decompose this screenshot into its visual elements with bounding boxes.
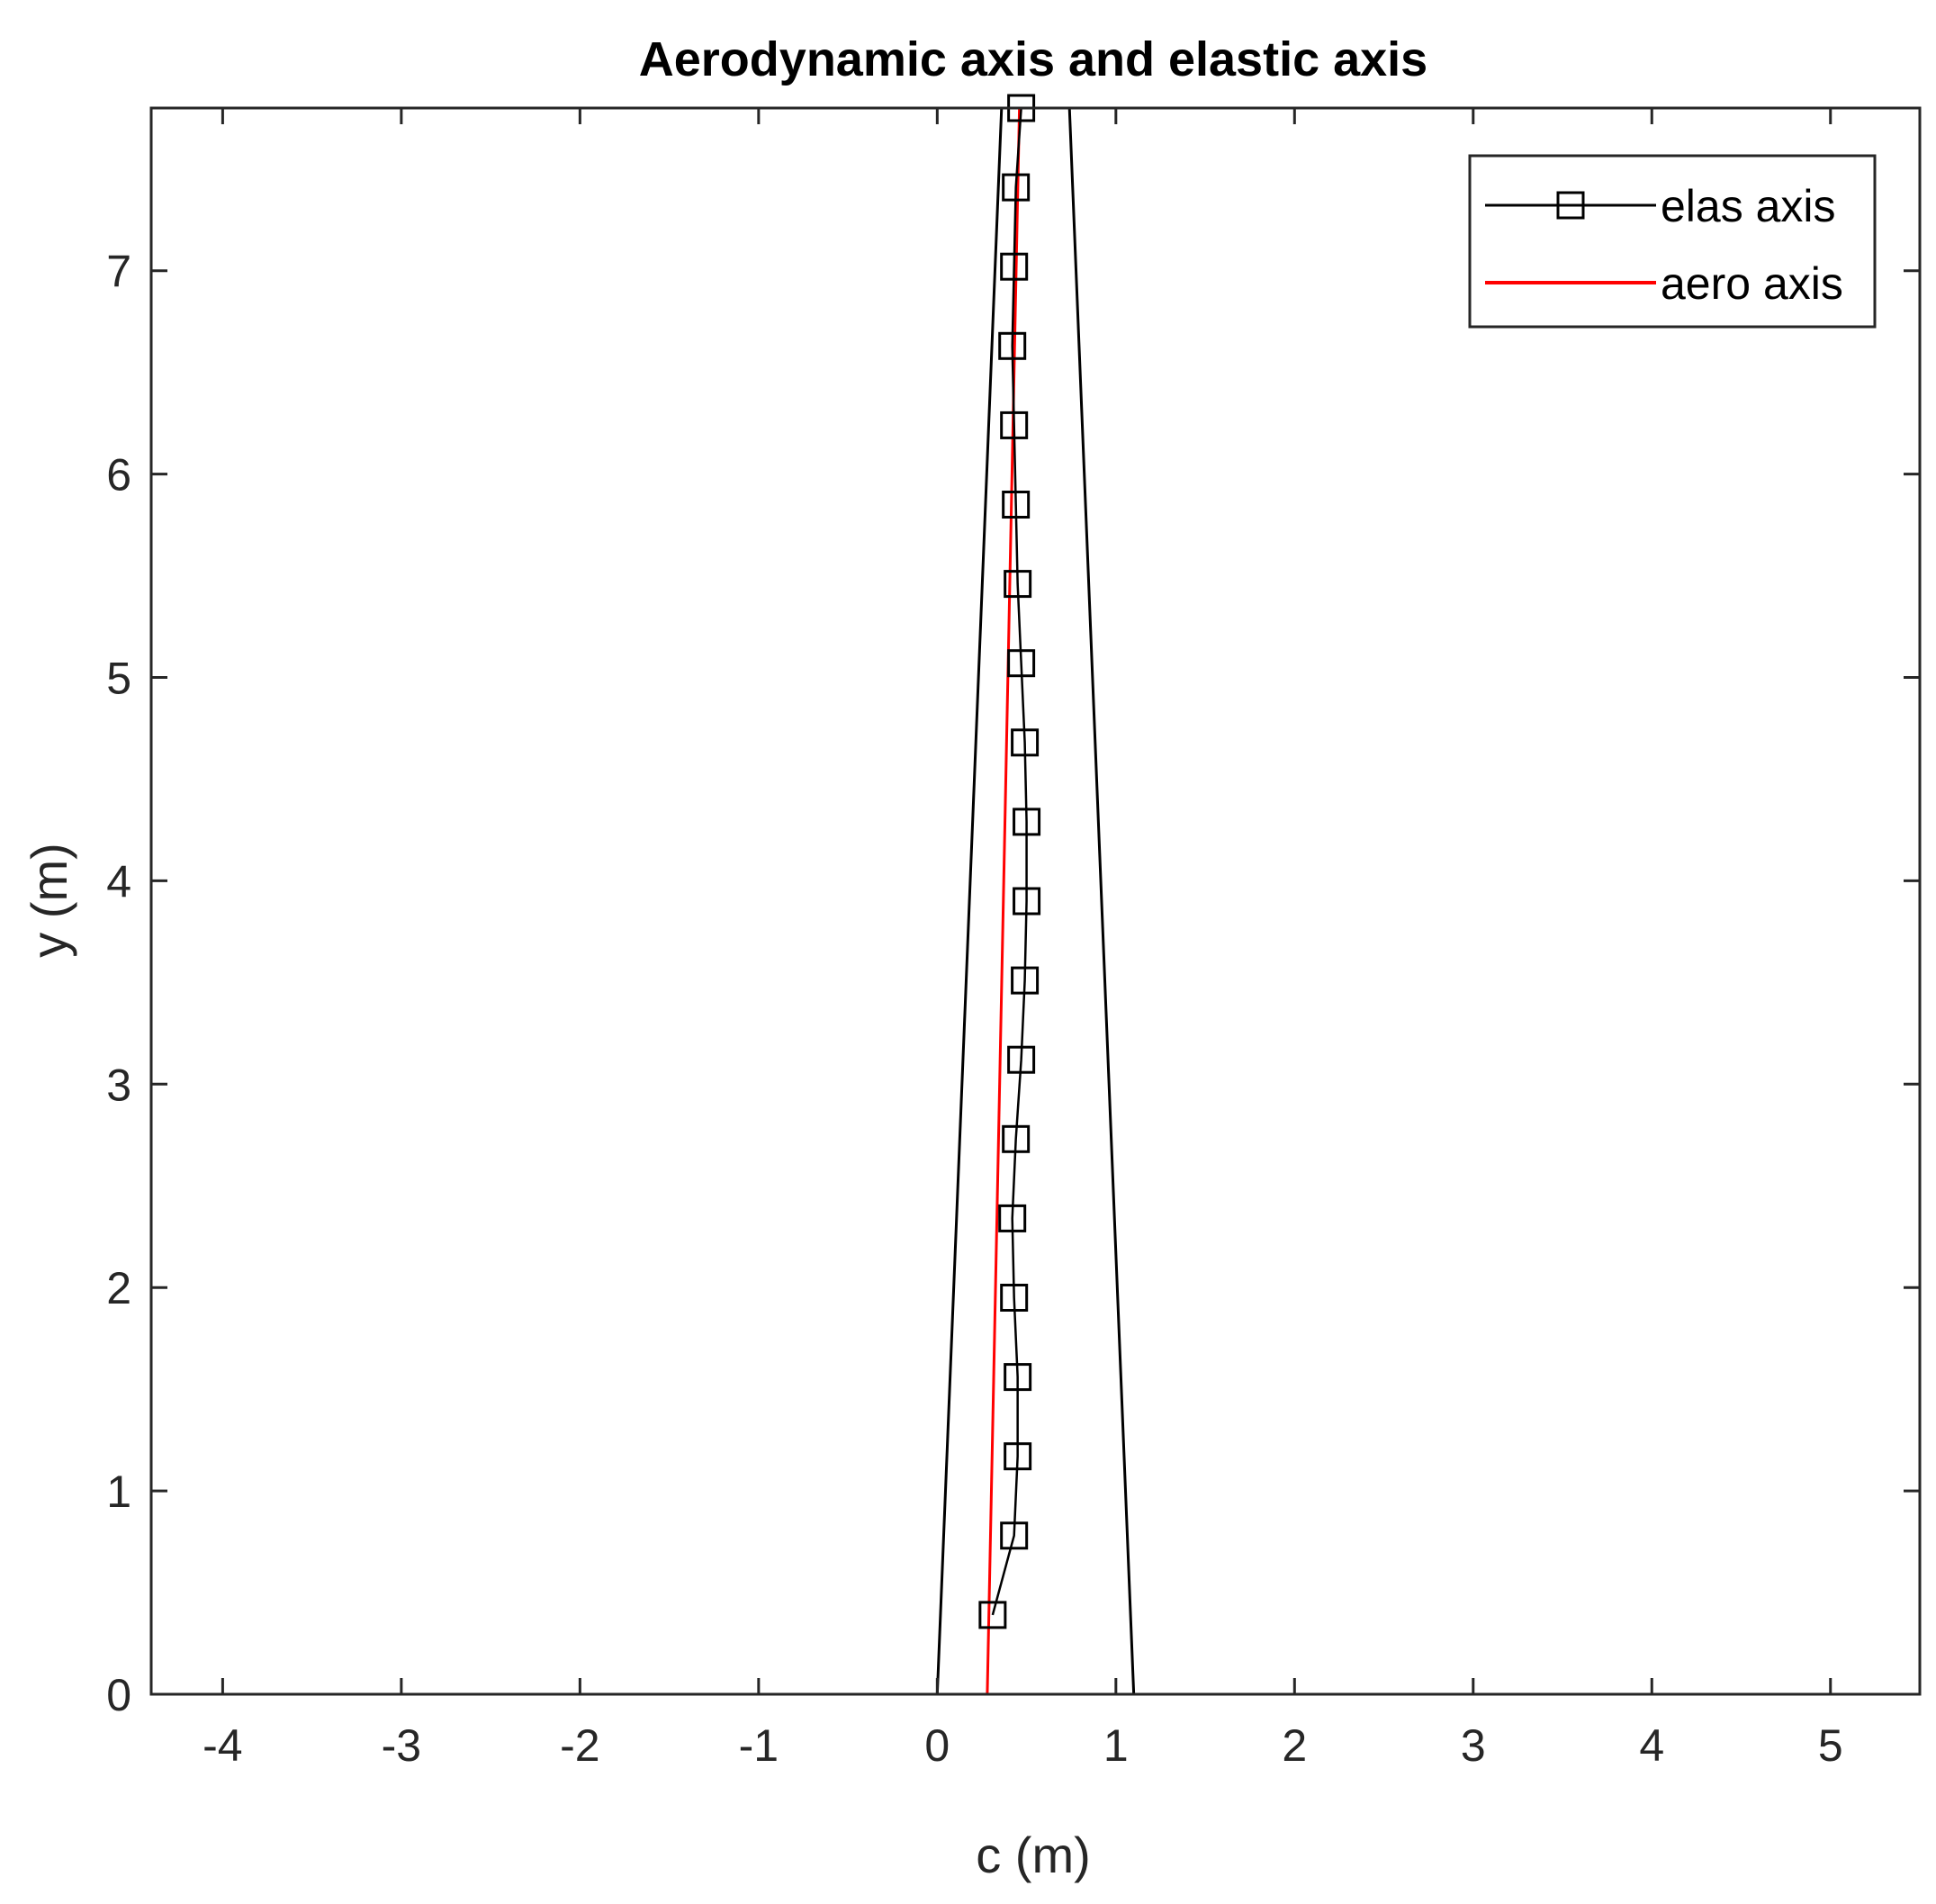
x-tick-label: 1 bbox=[1103, 1720, 1129, 1771]
legend-elas-marker bbox=[1556, 191, 1585, 220]
legend: elas axis aero axis bbox=[1468, 154, 1877, 329]
elas-axis-marker bbox=[1007, 1045, 1036, 1074]
x-tick-label: 3 bbox=[1461, 1720, 1486, 1771]
y-tick-label: 0 bbox=[106, 1670, 131, 1720]
elas-axis-marker bbox=[1004, 1442, 1032, 1471]
legend-box bbox=[1468, 154, 1877, 329]
x-tick-label: 5 bbox=[1818, 1720, 1843, 1771]
x-axis-label: c (m) bbox=[976, 1827, 1091, 1883]
elas-axis-marker bbox=[1013, 887, 1041, 916]
y-tick-label: 3 bbox=[106, 1060, 131, 1110]
x-tick-label: -1 bbox=[739, 1720, 779, 1771]
x-tick-label: 0 bbox=[924, 1720, 950, 1771]
y-tick-label: 7 bbox=[106, 247, 131, 297]
y-tick-label: 4 bbox=[106, 856, 131, 907]
legend-aero-label: aero axis bbox=[1661, 258, 1843, 309]
legend-elas-label: elas axis bbox=[1661, 181, 1836, 231]
x-tick-label: -3 bbox=[382, 1720, 421, 1771]
x-tick-label: 4 bbox=[1639, 1720, 1664, 1771]
y-tick-label: 2 bbox=[106, 1263, 131, 1313]
chart-title: Aerodynamic axis and elastic axis bbox=[639, 32, 1427, 86]
elas-axis-marker bbox=[978, 1601, 1007, 1629]
x-tick-label: -4 bbox=[203, 1720, 242, 1771]
elas-axis-marker bbox=[998, 331, 1027, 360]
elas-axis-marker bbox=[1011, 966, 1040, 995]
elas-axis-marker bbox=[1011, 728, 1040, 757]
axes-box bbox=[149, 106, 1922, 1696]
elas-axis-marker bbox=[1000, 1284, 1029, 1312]
elas-axis-marker bbox=[1013, 808, 1041, 836]
elas-axis-marker bbox=[1002, 491, 1031, 519]
x-tick-label: -2 bbox=[560, 1720, 599, 1771]
elas-axis-marker bbox=[1000, 411, 1029, 439]
elas-axis-marker bbox=[1004, 1363, 1032, 1392]
y-tick-label: 6 bbox=[106, 450, 131, 501]
y-axis-label: y (m) bbox=[21, 843, 77, 958]
elas-axis-marker bbox=[1002, 1124, 1031, 1153]
y-tick-label: 5 bbox=[106, 654, 131, 704]
elas-axis-marker bbox=[1000, 1521, 1029, 1550]
aero-axis-line bbox=[986, 107, 1022, 1695]
elas-axis-marker bbox=[998, 1204, 1027, 1232]
elas-axis-marker bbox=[1002, 173, 1031, 202]
elas-axis-marker bbox=[1007, 649, 1036, 678]
axis-ticks: -4 -3 -2 -1 0 1 2 3 4 5 0 1 2 3 4 5 6 7 bbox=[106, 108, 1920, 1771]
x-tick-label: 2 bbox=[1282, 1720, 1307, 1771]
elas-axis-marker bbox=[1000, 252, 1029, 281]
elas-axis-marker bbox=[1004, 570, 1032, 599]
y-tick-label: 1 bbox=[106, 1466, 131, 1517]
